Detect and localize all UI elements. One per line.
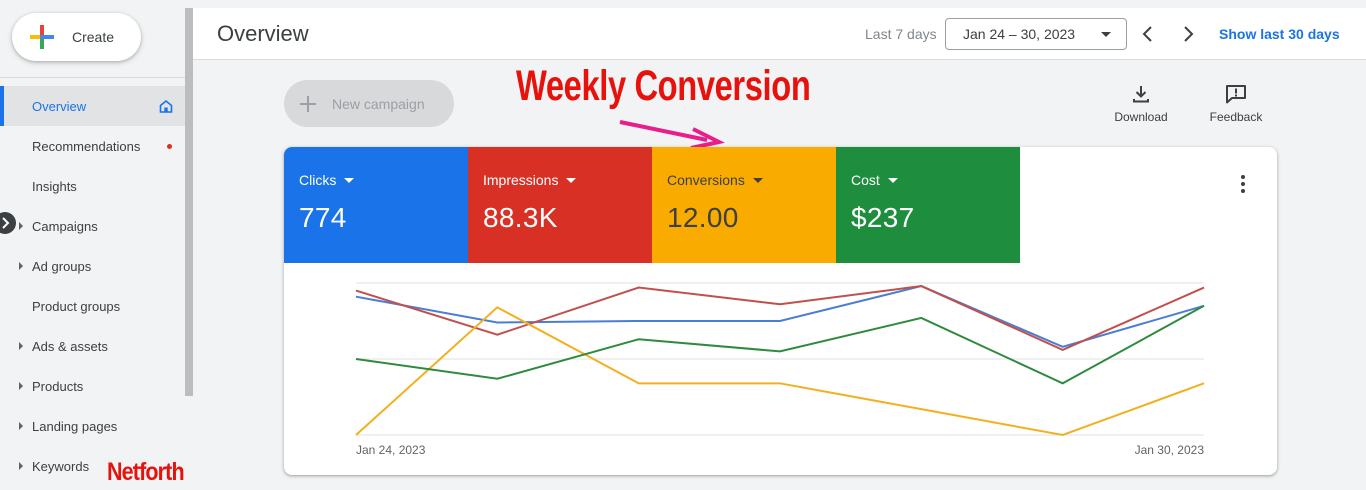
download-icon: [1133, 86, 1149, 103]
more-vert-icon[interactable]: [1238, 174, 1248, 194]
metric-label: Conversions: [667, 172, 836, 188]
create-button[interactable]: Create: [12, 13, 141, 61]
series-line-clicks: [355, 284, 1205, 348]
sidebar-item-label: Product groups: [32, 298, 121, 314]
metric-label-text: Conversions: [667, 172, 745, 188]
create-label: Create: [72, 29, 115, 45]
chart-series: [355, 284, 1205, 437]
feedback-icon: [1226, 85, 1246, 104]
caret-right-icon[interactable]: [19, 222, 23, 230]
caret-right-icon[interactable]: [19, 422, 23, 430]
expand-sidebar-button[interactable]: [0, 212, 16, 234]
plus-icon: [300, 95, 316, 112]
dropdown-caret-icon: [1101, 32, 1111, 37]
show-last-30-days-link[interactable]: Show last 30 days: [1219, 26, 1340, 42]
notification-dot: [167, 144, 172, 149]
sidebar-item-recommendations[interactable]: Recommendations: [0, 126, 185, 166]
performance-card: Clicks 774 Impressions 88.3K Conversions…: [284, 147, 1277, 475]
dropdown-caret-icon: [344, 177, 355, 183]
metric-label-text: Cost: [851, 172, 880, 188]
metric-label: Impressions: [483, 172, 652, 188]
metric-tile-impressions[interactable]: Impressions 88.3K: [468, 147, 652, 263]
series-line-conversions: [355, 306, 1205, 437]
sidebar-item-label: Recommendations: [32, 138, 141, 154]
new-campaign-label: New campaign: [332, 95, 425, 112]
caret-right-icon[interactable]: [19, 382, 23, 390]
date-range-value: Jan 24 – 30, 2023: [963, 26, 1076, 42]
next-period-button[interactable]: [1176, 22, 1200, 46]
sidebar-divider: [0, 77, 185, 78]
sidebar-item-products[interactable]: Products: [0, 366, 185, 406]
sidebar-item-label: Insights: [32, 178, 77, 194]
metric-label-text: Impressions: [483, 172, 559, 188]
sidebar-item-ad-groups[interactable]: Ad groups: [0, 246, 185, 286]
sidebar-item-insights[interactable]: Insights: [0, 166, 185, 206]
series-line-cost: [355, 304, 1205, 385]
metric-tile-conversions[interactable]: Conversions 12.00: [652, 147, 836, 263]
dropdown-caret-icon: [752, 177, 763, 183]
date-range-label: Last 7 days: [865, 26, 937, 42]
x-tick-label: Jan 30, 2023: [1135, 443, 1205, 457]
google-plus-icon: [30, 25, 54, 49]
previous-period-button[interactable]: [1136, 22, 1160, 46]
home-icon: [159, 99, 173, 113]
metric-value: 774: [299, 202, 347, 233]
metric-tile-clicks[interactable]: Clicks 774: [284, 147, 468, 263]
metric-tile-cost[interactable]: Cost $237: [836, 147, 1020, 263]
sidebar-item-keywords[interactable]: Keywords: [0, 446, 185, 486]
sidebar-item-product-groups[interactable]: Product groups: [0, 286, 185, 326]
dropdown-caret-icon: [887, 177, 898, 183]
series-line-impressions: [355, 285, 1205, 351]
annotation-text: Weekly Conversion: [516, 62, 811, 110]
caret-right-icon[interactable]: [19, 342, 23, 350]
sidebar-item-label: Ad groups: [32, 258, 92, 274]
new-campaign-button[interactable]: New campaign: [284, 80, 454, 127]
date-range-select[interactable]: Jan 24 – 30, 2023: [945, 18, 1127, 50]
download-button[interactable]: Download: [1105, 84, 1177, 124]
sidebar-item-landing-pages[interactable]: Landing pages: [0, 406, 185, 446]
metric-value: $237: [851, 202, 915, 233]
caret-right-icon[interactable]: [19, 462, 23, 470]
metric-value: 88.3K: [483, 202, 558, 233]
sidebar-item-campaigns[interactable]: Campaigns: [0, 206, 185, 246]
annotation-arrow-icon: [619, 120, 725, 150]
sidebar-nav: Overview Recommendations Insights Campai…: [0, 86, 185, 486]
sidebar-item-label: Keywords: [32, 458, 90, 474]
sidebar-item-ads-assets[interactable]: Ads & assets: [0, 326, 185, 366]
watermark-text: Netforth: [107, 458, 185, 486]
sidebar-scrollbar[interactable]: [185, 8, 193, 396]
line-chart: Jan 24, 2023 Jan 30, 2023: [355, 282, 1205, 457]
dropdown-caret-icon: [566, 177, 577, 183]
feedback-label: Feedback: [1209, 110, 1263, 124]
metric-value: 12.00: [667, 202, 739, 233]
chevron-right-icon: [2, 217, 10, 229]
x-tick-label: Jan 24, 2023: [356, 443, 426, 457]
feedback-button[interactable]: Feedback: [1200, 84, 1272, 124]
chart-gridlines: [356, 282, 1204, 436]
metric-label: Cost: [851, 172, 1020, 188]
download-label: Download: [1114, 110, 1168, 124]
sidebar-item-overview[interactable]: Overview: [0, 86, 185, 126]
caret-right-icon[interactable]: [19, 262, 23, 270]
sidebar-item-label: Landing pages: [32, 418, 118, 434]
metric-label: Clicks: [299, 172, 468, 188]
sidebar-item-label: Ads & assets: [32, 338, 108, 354]
sidebar-item-label: Products: [32, 378, 84, 394]
page-title: Overview: [217, 21, 309, 46]
metric-label-text: Clicks: [299, 172, 337, 188]
sidebar-item-label: Campaigns: [32, 218, 98, 234]
header: Overview Last 7 days Jan 24 – 30, 2023 S…: [193, 8, 1366, 60]
sidebar-item-label: Overview: [32, 98, 87, 114]
